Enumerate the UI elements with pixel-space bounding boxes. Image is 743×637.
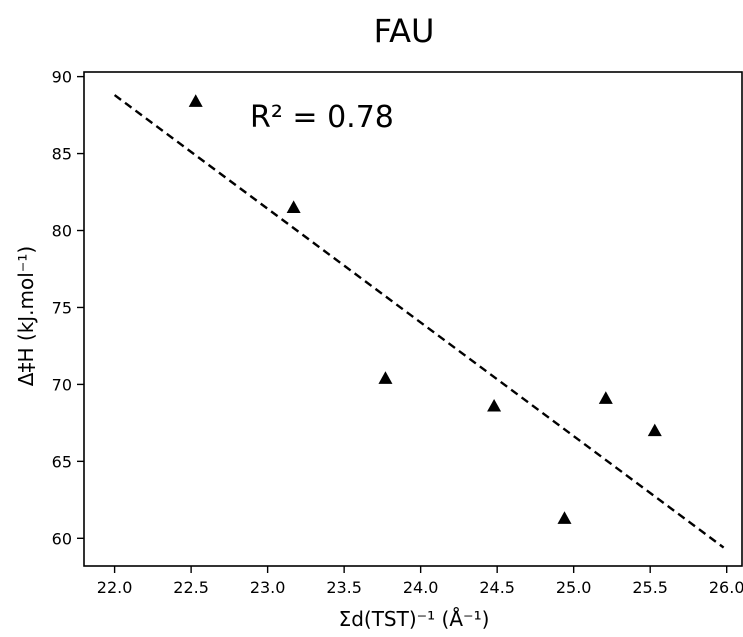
data-point-marker — [557, 511, 572, 524]
data-point-marker — [487, 398, 502, 412]
x-tick-label: 23.5 — [326, 578, 362, 597]
y-tick-label: 60 — [52, 529, 72, 548]
x-tick-label: 24.0 — [403, 578, 439, 597]
y-tick-label: 65 — [52, 452, 72, 471]
data-point-marker — [286, 200, 301, 214]
plot-area: 22.0 22.5 23.0 23.5 24.0 24.5 25.0 25.5 26.0 60 65… — [52, 68, 743, 597]
r-squared-annotation: R² = 0.78 — [250, 100, 394, 135]
data-point-marker — [647, 423, 662, 437]
chart-title: FAU — [374, 12, 435, 50]
y-axis-label: Δ‡H (kJ.mol⁻¹) — [14, 246, 38, 386]
x-tick-label: 23.0 — [250, 578, 286, 597]
y-tick-label: 90 — [52, 68, 72, 87]
y-tick-label: 70 — [52, 375, 72, 394]
plot-frame — [83, 71, 743, 567]
data-point-marker — [188, 94, 203, 107]
y-tick-label: 85 — [52, 145, 72, 164]
y-tick-label: 75 — [52, 298, 72, 317]
x-tick-label: 25.5 — [632, 578, 668, 597]
x-tick-label: 25.0 — [556, 578, 592, 597]
x-tick-label: 26.0 — [709, 578, 743, 597]
x-tick-label: 22.5 — [173, 578, 209, 597]
x-tick-label: 22.0 — [97, 578, 133, 597]
x-axis-label: Σd(TST)⁻¹ (Å⁻¹) — [339, 607, 490, 631]
y-tick-label: 80 — [52, 222, 72, 241]
x-tick-label: 24.5 — [479, 578, 515, 597]
regression-line — [113, 94, 725, 549]
data-point-marker — [598, 391, 613, 404]
data-point-marker — [378, 371, 393, 384]
